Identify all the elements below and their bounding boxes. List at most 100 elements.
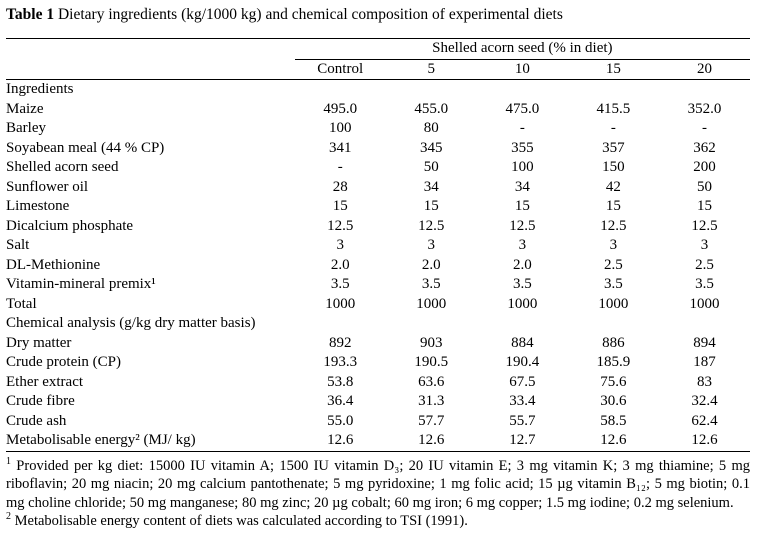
footnote-2-marker: 2: [6, 511, 11, 523]
cell-value: 12.5: [691, 217, 718, 234]
cell-value: 3.5: [330, 276, 350, 292]
table-row: Dicalcium phosphate 12.5 12.5 12.5 12.5 12.5: [6, 217, 750, 237]
cell-value: 352.0: [687, 100, 722, 117]
cell-value: 3: [336, 237, 344, 253]
table-row: Maize 495.0 455.0 475.0 415.5 352.0: [6, 100, 750, 120]
cell-value: 62.4: [691, 412, 718, 429]
footnote-1-marker: 1: [6, 455, 11, 467]
row-label: Dry matter: [6, 334, 72, 351]
cell-value: 12.5: [418, 217, 445, 234]
cell-value: 1000: [325, 295, 356, 312]
table-row: Crude fibre 36.4 31.3 33.4 30.6 32.4: [6, 392, 750, 412]
cell-value: 355: [511, 139, 534, 156]
column-header-20: 20: [658, 59, 750, 80]
column-header-row: Control 5 10 15 20: [6, 59, 750, 80]
cell-value: 894: [693, 334, 716, 351]
footnote-2: 2 Metabolisable energy content of diets …: [6, 512, 750, 531]
section-header: Ingredients: [6, 81, 74, 97]
column-header-5: 5: [385, 59, 477, 80]
stub-cell: [6, 39, 295, 60]
table-caption: Dietary ingredients (kg/1000 kg) and che…: [57, 6, 563, 23]
cell-value: 12.5: [327, 217, 354, 234]
cell-value: 341: [328, 139, 352, 156]
column-header-15: 15: [567, 59, 659, 80]
cell-value: 185.9: [596, 354, 631, 370]
table-row: Total 1000 1000 1000 1000 1000: [6, 295, 750, 315]
footnote-1-text: Provided per kg diet: 15000 IU vitamin A…: [6, 457, 751, 511]
cell-value: 345: [420, 139, 443, 156]
cell-value: 42: [605, 178, 621, 195]
cell-value: 12.6: [327, 432, 354, 448]
section-header-row: Chemical analysis (g/kg dry matter basis…: [6, 314, 750, 334]
row-label: Soyabean meal (44 % CP): [6, 139, 165, 156]
table-row: Crude ash 55.0 57.7 55.7 58.5 62.4: [6, 412, 750, 432]
table-row: Salt 3 3 3 3 3: [6, 236, 750, 256]
cell-value: 357: [602, 139, 625, 156]
section-header-row: Ingredients: [6, 80, 750, 100]
cell-value: 2.0: [330, 256, 350, 273]
row-label: Barley: [6, 120, 46, 136]
cell-value: 15: [605, 198, 621, 214]
table-title: Table 1 Dietary ingredients (kg/1000 kg)…: [6, 5, 750, 25]
cell-value: 28: [332, 178, 348, 195]
cell-value: -: [337, 159, 343, 175]
cell-value: 190.5: [414, 354, 449, 370]
cell-value: -: [701, 120, 707, 136]
cell-value: 12.6: [600, 432, 627, 448]
row-label: Sunflower oil: [6, 178, 89, 195]
cell-value: 57.7: [418, 412, 445, 429]
cell-value: 55.7: [509, 412, 536, 429]
cell-value: 1000: [416, 295, 447, 312]
cell-value: 12.5: [509, 217, 536, 234]
cell-value: 53.8: [327, 373, 354, 390]
cell-value: 190.4: [505, 354, 540, 370]
row-label: Limestone: [6, 198, 70, 214]
cell-value: 83: [696, 373, 712, 390]
cell-value: 1000: [507, 295, 538, 312]
table-body: Ingredients Maize 495.0 455.0 475.0 415.5 352.…: [6, 80, 750, 452]
cell-value: 31.3: [418, 393, 445, 409]
cell-value: 12.6: [418, 432, 445, 448]
cell-value: 1000: [598, 295, 629, 312]
cell-value: 63.6: [418, 373, 445, 390]
cell-value: 884: [511, 334, 534, 351]
cell-value: 100: [328, 120, 352, 136]
row-label: Salt: [6, 237, 30, 253]
cell-value: 3: [427, 237, 436, 253]
cell-value: 32.4: [691, 393, 718, 409]
cell-value: 2.0: [512, 256, 532, 273]
row-label: Crude ash: [6, 412, 67, 429]
cell-value: 67.5: [509, 373, 536, 390]
cell-value: 886: [602, 334, 625, 351]
cell-value: 150: [602, 159, 625, 175]
group-header-row: Shelled acorn seed (% in diet): [6, 38, 750, 60]
cell-value: 50: [696, 178, 712, 195]
cell-value: 15: [423, 198, 439, 214]
row-label: Total: [6, 295, 37, 312]
cell-value: 3.5: [421, 276, 441, 292]
cell-value: 1000: [689, 295, 720, 312]
cell-value: 187: [693, 354, 716, 370]
cell-value: 3.5: [512, 276, 532, 292]
row-label: Crude protein (CP): [6, 354, 121, 370]
stub-cell: [6, 59, 295, 80]
row-label: Dicalcium phosphate: [6, 217, 134, 234]
table-row: Crude protein (CP) 193.3 190.5 190.4 185.9 18…: [6, 353, 750, 373]
cell-value: 58.5: [600, 412, 627, 429]
cell-value: 34: [423, 178, 439, 195]
cell-value: 33.4: [509, 393, 536, 409]
cell-value: 55.0: [327, 412, 354, 429]
cell-value: 362: [693, 139, 716, 156]
row-label: Vitamin-mineral premix¹: [6, 276, 156, 292]
cell-value: 495.0: [323, 100, 358, 117]
table-row: Dry matter 892 903 884 886 894: [6, 334, 750, 354]
table-row: Shelled acorn seed - 50 100 150 200: [6, 158, 750, 178]
cell-value: 455.0: [414, 100, 449, 117]
footnote-1: 1 Provided per kg diet: 15000 IU vitamin…: [6, 455, 751, 513]
cell-value: 2.0: [421, 256, 441, 273]
table-row: Soyabean meal (44 % CP) 341 345 355 357 362: [6, 139, 750, 159]
cell-value: 2.5: [604, 256, 623, 273]
table-row: Sunflower oil 28 34 34 42 50: [6, 178, 750, 198]
cell-value: 12.6: [691, 432, 718, 448]
cell-value: 34: [514, 178, 530, 195]
